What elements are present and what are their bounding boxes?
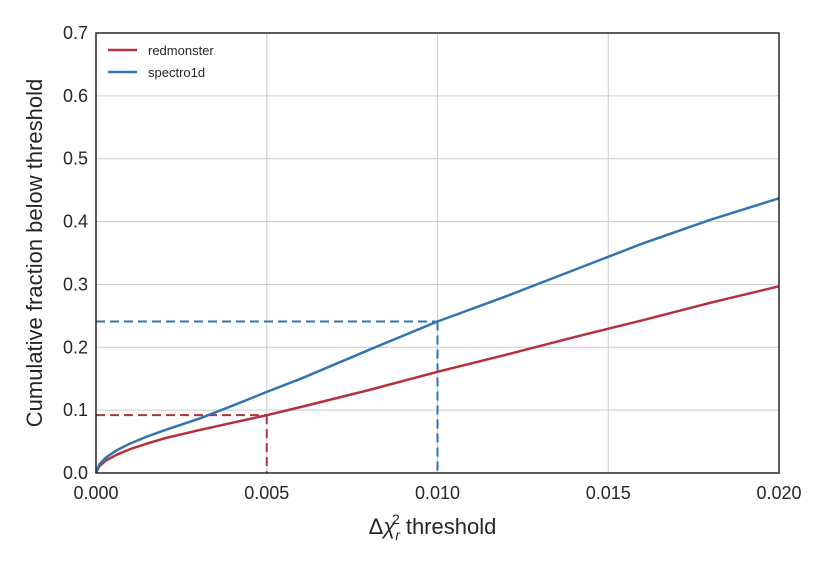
- legend-label-spectro1d: spectro1d: [148, 65, 205, 80]
- x-tick-label: 0.000: [73, 483, 118, 503]
- x-tick-label: 0.020: [756, 483, 801, 503]
- y-tick-label: 0.0: [63, 463, 88, 483]
- series-line-redmonster: [94, 285, 780, 474]
- x-axis-label-superscript: 2: [392, 511, 400, 527]
- series-line-spectro1d: [94, 197, 780, 474]
- x-tick-label: 0.010: [415, 483, 460, 503]
- x-tick-label: 0.005: [244, 483, 289, 503]
- y-tick-label: 0.6: [63, 86, 88, 106]
- x-axis-label-delta: Δ: [369, 514, 384, 539]
- y-tick-label: 0.3: [63, 274, 88, 294]
- y-tick-label: 0.1: [63, 400, 88, 420]
- x-tick-label: 0.015: [586, 483, 631, 503]
- reference-lines: [96, 320, 439, 473]
- x-axis-label-text: threshold: [406, 514, 497, 539]
- y-tick-label: 0.4: [63, 212, 88, 232]
- legend: redmonster spectro1d: [108, 43, 214, 80]
- legend-label-redmonster: redmonster: [148, 43, 214, 58]
- y-tick-label: 0.2: [63, 337, 88, 357]
- x-axis-label: Δχr2 threshold: [369, 511, 497, 543]
- x-axis-label-subscript: r: [395, 527, 401, 543]
- y-tick-label: 0.5: [63, 149, 88, 169]
- x-tick-labels: 0.000 0.005 0.010 0.015 0.020: [73, 483, 801, 503]
- series-lines: [94, 197, 780, 474]
- x-axis-label-chi: χ: [381, 514, 396, 539]
- y-tick-label: 0.7: [63, 23, 88, 43]
- y-axis-label: Cumulative fraction below threshold: [22, 79, 47, 428]
- y-tick-labels: 0.0 0.1 0.2 0.3 0.4 0.5 0.6 0.7: [63, 23, 88, 483]
- plot-frame: [95, 32, 780, 474]
